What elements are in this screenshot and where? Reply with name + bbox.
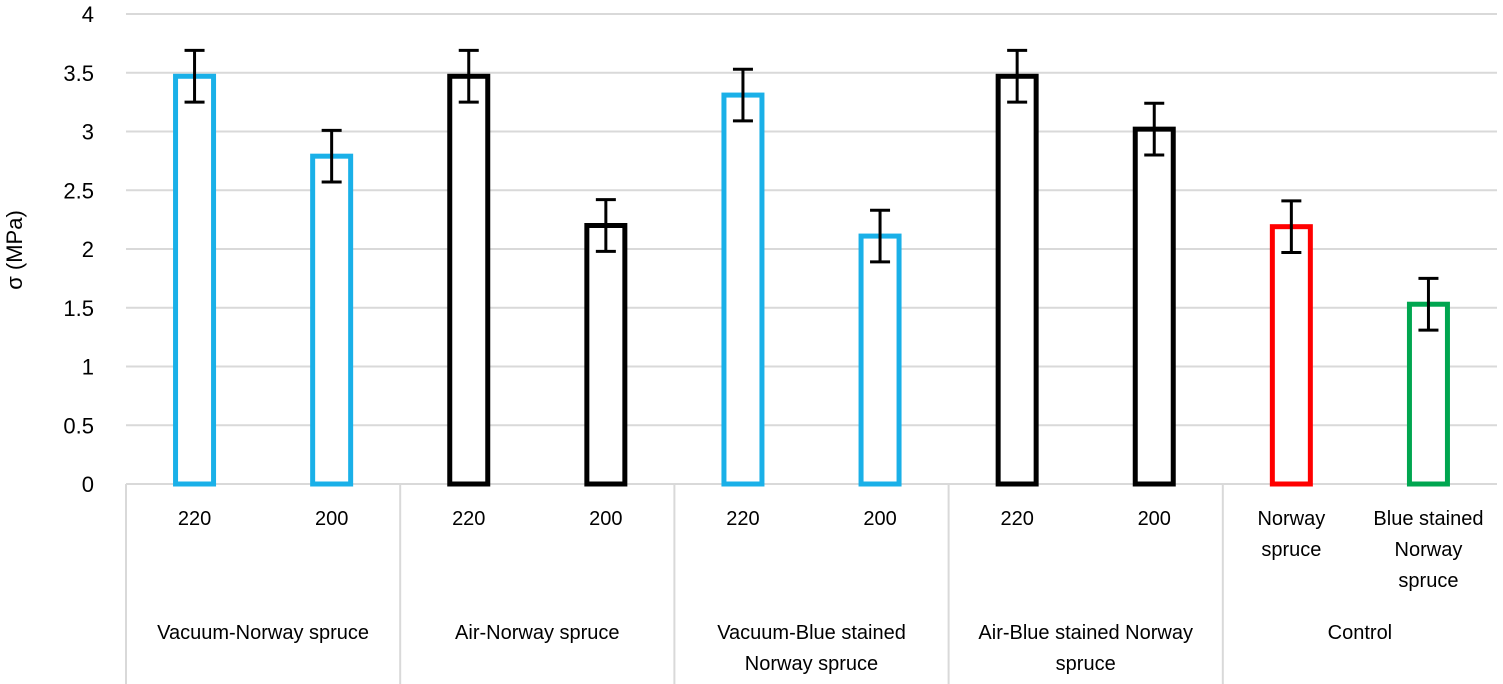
x-tick-label: 220 xyxy=(452,508,485,530)
error-bar xyxy=(1144,101,1165,157)
error-bar xyxy=(595,198,616,253)
bar xyxy=(310,153,354,487)
group-labels: Vacuum-Norway spruce Air-Norway spruce Vac… xyxy=(157,622,1392,675)
x-tick-label: Norway spruce xyxy=(1257,508,1325,561)
bar xyxy=(584,223,628,487)
bar xyxy=(173,73,217,487)
bar xyxy=(1269,224,1313,487)
bar xyxy=(1406,301,1450,487)
error-bar xyxy=(1418,276,1439,332)
y-tick-label: 0 xyxy=(82,472,94,497)
x-tick-label: 220 xyxy=(726,508,759,530)
group-label: Vacuum-Norway spruce xyxy=(157,622,369,644)
error-bar xyxy=(732,67,753,123)
error-bar xyxy=(870,208,891,264)
group-label: Air-Blue stained Norway spruce xyxy=(978,622,1193,675)
group-label: Air-Norway spruce xyxy=(455,622,619,644)
bars xyxy=(173,73,1450,487)
x-tick-label: 200 xyxy=(1138,508,1171,530)
error-bar xyxy=(1281,199,1302,255)
y-axis-label: σ (MPa) xyxy=(2,210,27,290)
gridlines xyxy=(126,13,1497,485)
group-label: Vacuum-Blue stained Norway spruce xyxy=(717,622,906,675)
x-tick-label: 200 xyxy=(315,508,348,530)
bar xyxy=(995,73,1039,487)
error-bar xyxy=(1007,48,1028,104)
y-tick-label: 4 xyxy=(82,2,94,27)
y-tick-label: 1 xyxy=(82,355,94,380)
bar xyxy=(447,73,491,487)
x-tick-label: 220 xyxy=(178,508,211,530)
y-tick-label: 3.5 xyxy=(63,61,94,86)
bar xyxy=(721,92,765,487)
category-axis xyxy=(125,483,1497,684)
x-tick-label: 200 xyxy=(863,508,896,530)
y-tick-label: 2.5 xyxy=(63,178,94,203)
x-tick-labels: 220 200 220 200 220 200 220 200 Norway spruce Blue… xyxy=(178,508,1484,592)
bar xyxy=(1132,126,1176,487)
x-tick-label: 220 xyxy=(1000,508,1033,530)
x-tick-label: 200 xyxy=(589,508,622,530)
error-bars xyxy=(184,48,1439,332)
error-bar xyxy=(458,48,479,104)
x-tick-label: Blue stained Norway spruce xyxy=(1373,508,1483,592)
group-label: Control xyxy=(1328,622,1392,644)
y-tick-labels: 0 0.5 1 1.5 2 2.5 3 3.5 4 xyxy=(63,2,94,497)
y-tick-label: 2 xyxy=(82,237,94,262)
error-bar xyxy=(184,48,205,104)
y-tick-label: 1.5 xyxy=(63,296,94,321)
error-bar xyxy=(321,128,342,184)
bar xyxy=(858,233,902,487)
y-tick-label: 3 xyxy=(82,120,94,145)
y-tick-label: 0.5 xyxy=(63,413,94,438)
